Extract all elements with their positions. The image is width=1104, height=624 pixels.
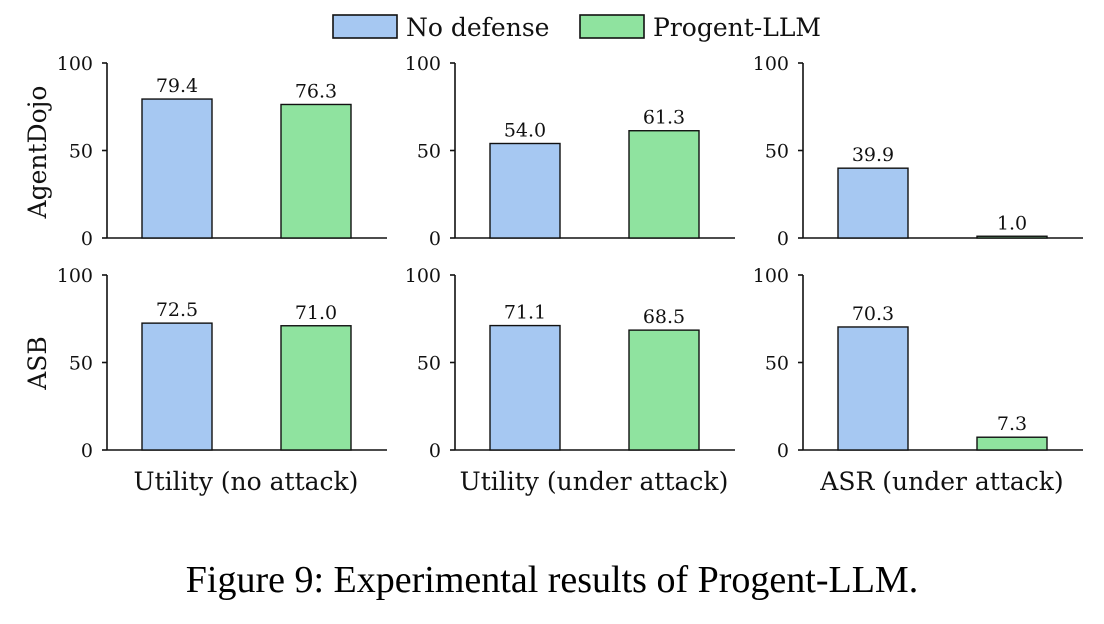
panel-2-3-value-label-progent-llm: 7.3 — [997, 413, 1027, 435]
panel-2-2-ytick-label-0: 0 — [429, 440, 441, 462]
panel-2-3-bar-no-defense — [837, 326, 909, 451]
panel-2-1-ytick-label-50: 50 — [69, 353, 93, 375]
x-label-asr-under-attack: ASR (under attack) — [819, 467, 1063, 496]
panel-2-2-bar-no-defense — [489, 324, 561, 451]
legend-swatch-no-defense — [332, 14, 398, 39]
legend-label-progent-llm: Progent-LLM — [653, 13, 821, 42]
panel-1-3-ytick-label-50: 50 — [765, 141, 789, 163]
panel-1-1-ytick-label-50: 50 — [69, 141, 93, 163]
figure-caption: Figure 9: Experimental results of Progen… — [186, 559, 918, 601]
panel-2-3-bar-progent-llm — [976, 436, 1048, 451]
panel-1-1-bar-progent-llm — [280, 103, 352, 239]
panel-1-2-bar-progent-llm — [628, 130, 700, 239]
panel-2-3-ytick-label-0: 0 — [777, 440, 789, 462]
panel-2-1-ytick-label-0: 0 — [81, 440, 93, 462]
panel-2-1-value-label-no-defense: 72.5 — [156, 299, 198, 321]
row-label-asb: ASB — [23, 336, 52, 391]
panels: 0 50 100 79.4 76.3 0 50 100 54.0 61.3 0 50 100 39.9 1.… — [57, 53, 1083, 462]
row-label-agentdojo: AgentDojo — [23, 86, 52, 220]
panel-2-1-ytick-label-100: 100 — [57, 265, 93, 287]
panel-1-2-value-label-progent-llm: 61.3 — [643, 107, 685, 129]
panel-1-2-ytick-label-50: 50 — [417, 141, 441, 163]
panel-2-3-ytick-label-50: 50 — [765, 353, 789, 375]
panel-1-3-value-label-no-defense: 39.9 — [852, 144, 894, 166]
panel-1-1-bar-no-defense — [141, 98, 213, 239]
panel-1-1-value-label-no-defense: 79.4 — [156, 75, 198, 97]
panel-2-3-value-label-no-defense: 70.3 — [852, 303, 894, 325]
panel-1-2-ytick-label-0: 0 — [429, 228, 441, 250]
panel-1-3-ytick-label-100: 100 — [753, 53, 789, 75]
legend-swatch-progent-llm — [579, 14, 645, 39]
panel-2-1-bar-progent-llm — [280, 325, 352, 451]
legend: No defense Progent-LLM — [332, 13, 821, 42]
panel-1-1-ytick-label-0: 0 — [81, 228, 93, 250]
panel-2-2-value-label-progent-llm: 68.5 — [643, 306, 685, 328]
panel-1-3-value-label-progent-llm: 1.0 — [997, 212, 1027, 234]
panel-1-2-bar-no-defense — [489, 142, 561, 239]
x-label-utility-no-attack: Utility (no attack) — [134, 467, 359, 496]
panel-1-2-value-label-no-defense: 54.0 — [504, 120, 546, 142]
x-label-utility-under-attack: Utility (under attack) — [460, 467, 729, 496]
panel-1-3-bar-progent-llm — [976, 235, 1048, 239]
panel-1-3-ytick-label-0: 0 — [777, 228, 789, 250]
panel-2-1-value-label-progent-llm: 71.0 — [295, 302, 337, 324]
panel-2-2-ytick-label-50: 50 — [417, 353, 441, 375]
panel-1-3-bar-no-defense — [837, 167, 909, 239]
panel-1-1-value-label-progent-llm: 76.3 — [295, 80, 337, 102]
panel-2-2-bar-progent-llm — [628, 329, 700, 451]
panel-2-2-value-label-no-defense: 71.1 — [504, 302, 546, 324]
panel-1-2-ytick-label-100: 100 — [405, 53, 441, 75]
panel-2-2-ytick-label-100: 100 — [405, 265, 441, 287]
panel-1-1-ytick-label-100: 100 — [57, 53, 93, 75]
legend-label-no-defense: No defense — [406, 13, 549, 42]
panel-2-1-bar-no-defense — [141, 322, 213, 451]
panel-2-3-ytick-label-100: 100 — [753, 265, 789, 287]
